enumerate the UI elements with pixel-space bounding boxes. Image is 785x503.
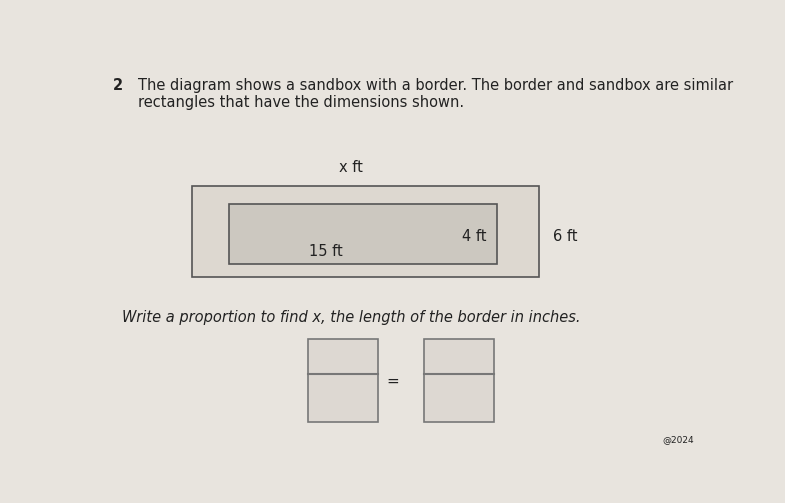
Text: Write a proportion to find x, the length of the border in inches.: Write a proportion to find x, the length… xyxy=(122,310,581,325)
Text: The diagram shows a sandbox with a border. The border and sandbox are similar
re: The diagram shows a sandbox with a borde… xyxy=(137,78,732,110)
Text: 2: 2 xyxy=(113,78,123,93)
Bar xyxy=(229,204,497,264)
Text: =: = xyxy=(387,374,400,388)
Bar xyxy=(308,339,378,423)
Bar xyxy=(424,339,494,423)
Text: 4 ft: 4 ft xyxy=(462,229,486,244)
Text: @2024: @2024 xyxy=(663,435,694,444)
Text: 6 ft: 6 ft xyxy=(553,229,578,244)
Text: 15 ft: 15 ft xyxy=(309,243,343,259)
Bar xyxy=(192,186,539,277)
Text: x ft: x ft xyxy=(338,159,363,175)
